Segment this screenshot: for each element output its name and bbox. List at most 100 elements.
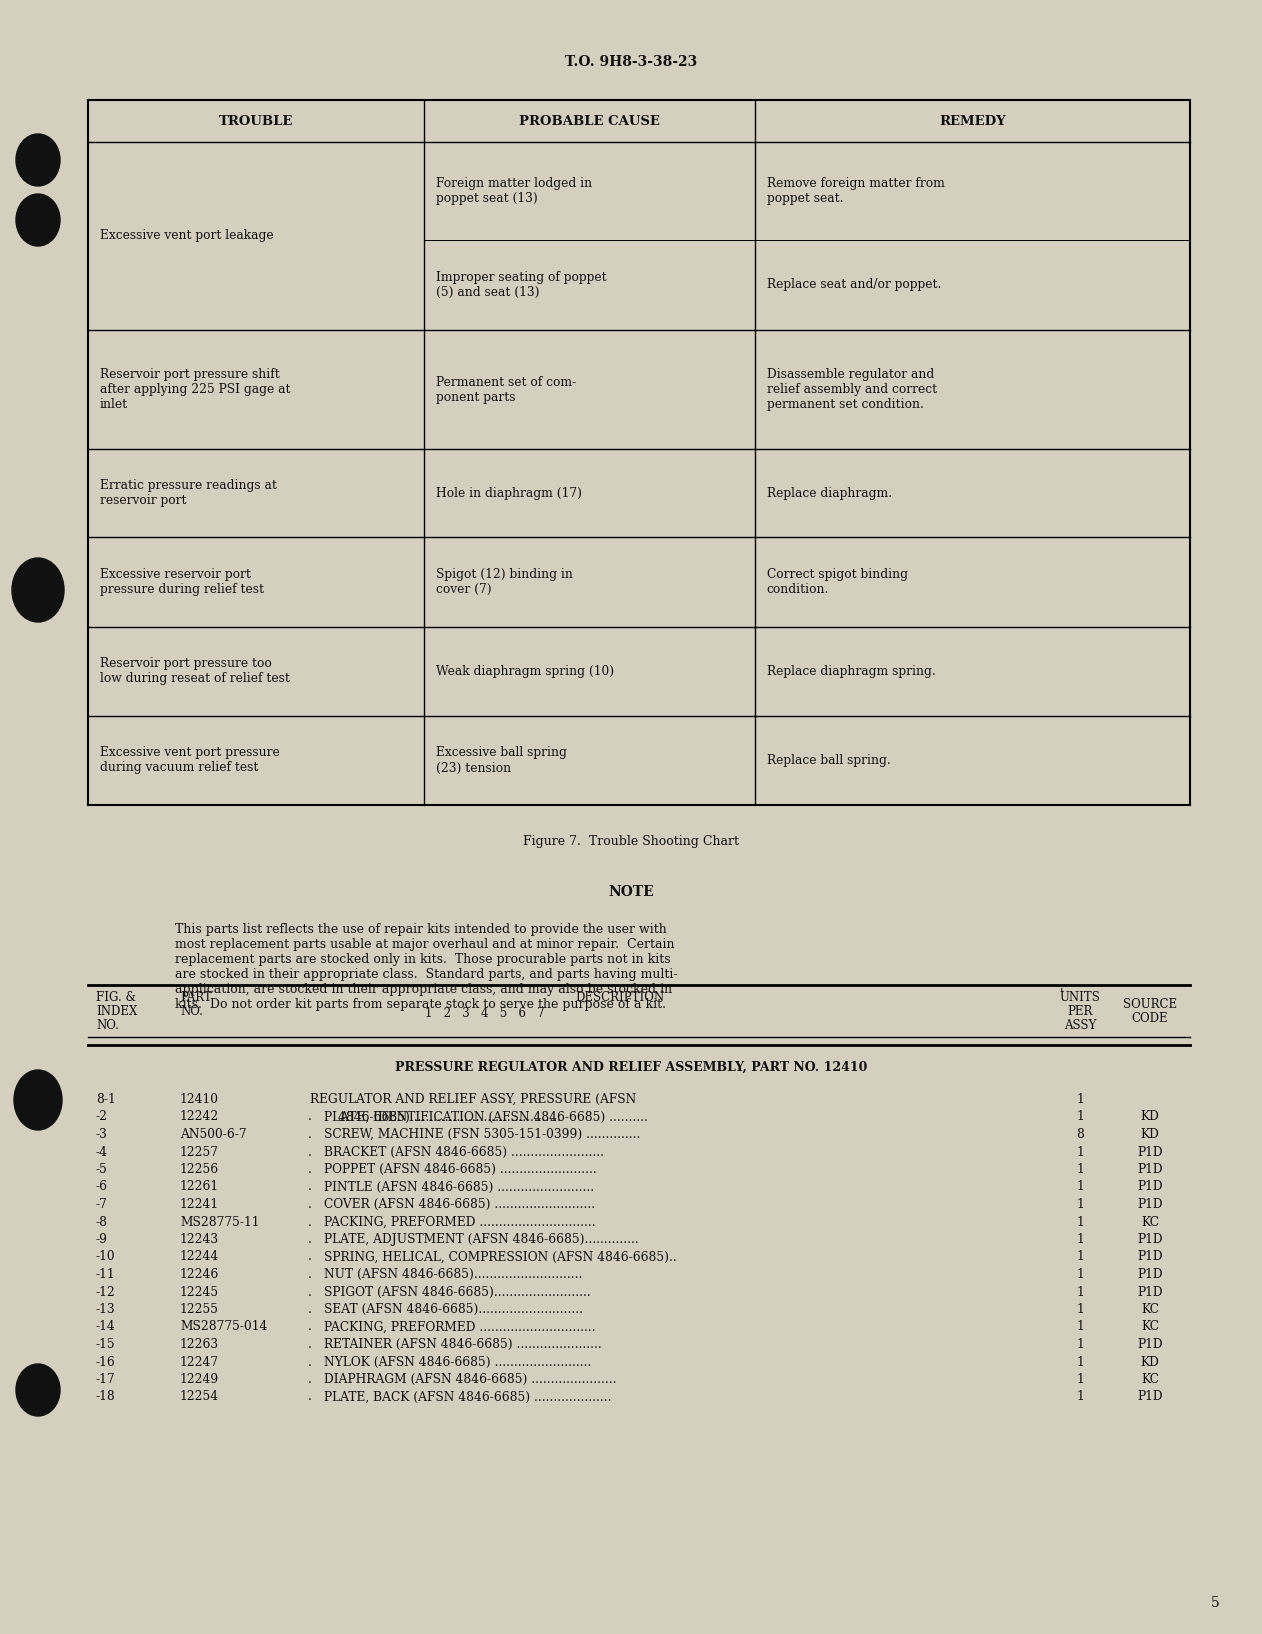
Text: 1: 1 (1076, 1320, 1084, 1333)
Text: KD: KD (1141, 1127, 1160, 1141)
Text: .: . (308, 1180, 312, 1193)
Text: ': ' (1060, 989, 1064, 1002)
Text: KC: KC (1141, 1373, 1159, 1386)
Text: NO.: NO. (180, 1005, 203, 1018)
Text: Excessive vent port pressure
during vacuum relief test: Excessive vent port pressure during vacu… (100, 747, 280, 775)
Text: .: . (308, 1373, 312, 1386)
Text: NOTE: NOTE (608, 886, 654, 899)
Text: MS28775-11: MS28775-11 (180, 1216, 260, 1229)
Text: 12261: 12261 (180, 1180, 220, 1193)
Text: MS28775-014: MS28775-014 (180, 1320, 268, 1333)
Text: Reservoir port pressure too
low during reseat of relief test: Reservoir port pressure too low during r… (100, 657, 290, 685)
Text: 12410: 12410 (180, 1093, 220, 1106)
Text: 12247: 12247 (180, 1356, 220, 1369)
Text: -11: -11 (96, 1268, 116, 1281)
Text: .: . (308, 1216, 312, 1229)
Text: .: . (308, 1198, 312, 1211)
Text: 12245: 12245 (180, 1286, 220, 1299)
Text: ASSY: ASSY (1064, 1020, 1097, 1033)
Text: Weak diaphragm spring (10): Weak diaphragm spring (10) (437, 665, 615, 678)
Text: .: . (308, 1111, 312, 1124)
Text: -13: -13 (96, 1302, 116, 1315)
Text: .: . (308, 1338, 312, 1351)
Text: PROBABLE CAUSE: PROBABLE CAUSE (519, 114, 660, 127)
Text: P1D: P1D (1137, 1163, 1162, 1176)
Text: 1: 1 (1076, 1234, 1084, 1247)
Text: REMEDY: REMEDY (939, 114, 1006, 127)
Text: PRESSURE REGULATOR AND RELIEF ASSEMBLY, PART NO. 12410: PRESSURE REGULATOR AND RELIEF ASSEMBLY, … (395, 1060, 867, 1074)
Text: SEAT (AFSN 4846-6685)...........................: SEAT (AFSN 4846-6685)...................… (324, 1302, 583, 1315)
Text: KC: KC (1141, 1320, 1159, 1333)
Text: POPPET (AFSN 4846-6685) .........................: POPPET (AFSN 4846-6685) ................… (324, 1163, 597, 1176)
Text: Spigot (12) binding in
cover (7): Spigot (12) binding in cover (7) (437, 569, 573, 596)
Text: 12263: 12263 (180, 1338, 220, 1351)
Text: Permanent set of com-
ponent parts: Permanent set of com- ponent parts (437, 376, 577, 404)
Text: 1: 1 (1076, 1356, 1084, 1369)
Text: 1: 1 (1076, 1391, 1084, 1404)
Text: T.O. 9H8-3-38-23: T.O. 9H8-3-38-23 (565, 56, 697, 69)
Text: PART: PART (180, 990, 212, 1003)
Text: 8-1: 8-1 (96, 1093, 116, 1106)
Text: -10: -10 (96, 1250, 116, 1263)
Text: -17: -17 (96, 1373, 116, 1386)
Text: 1: 1 (1076, 1198, 1084, 1211)
Text: -2: -2 (96, 1111, 109, 1124)
Text: COVER (AFSN 4846-6685) ..........................: COVER (AFSN 4846-6685) .................… (324, 1198, 596, 1211)
Text: Figure 7.  Trouble Shooting Chart: Figure 7. Trouble Shooting Chart (522, 835, 740, 848)
Text: Replace ball spring.: Replace ball spring. (767, 753, 891, 766)
Text: KC: KC (1141, 1302, 1159, 1315)
Ellipse shape (16, 194, 61, 247)
Text: Excessive vent port leakage: Excessive vent port leakage (100, 229, 274, 242)
Text: P1D: P1D (1137, 1391, 1162, 1404)
Text: FIG. &: FIG. & (96, 990, 136, 1003)
Text: Disassemble regulator and
relief assembly and correct
permanent set condition.: Disassemble regulator and relief assembl… (767, 368, 936, 412)
Text: -7: -7 (96, 1198, 107, 1211)
Text: TROUBLE: TROUBLE (218, 114, 293, 127)
Text: SPIGOT (AFSN 4846-6685).........................: SPIGOT (AFSN 4846-6685).................… (324, 1286, 591, 1299)
Text: PACKING, PREFORMED ..............................: PACKING, PREFORMED .....................… (324, 1216, 596, 1229)
Text: SPRING, HELICAL, COMPRESSION (AFSN 4846-6685)..: SPRING, HELICAL, COMPRESSION (AFSN 4846-… (324, 1250, 676, 1263)
Text: -15: -15 (96, 1338, 116, 1351)
Text: -3: -3 (96, 1127, 107, 1141)
Ellipse shape (13, 557, 64, 623)
Text: 12256: 12256 (180, 1163, 220, 1176)
Text: 1: 1 (1076, 1216, 1084, 1229)
Text: KD: KD (1141, 1356, 1160, 1369)
Text: 12241: 12241 (180, 1198, 220, 1211)
Text: P1D: P1D (1137, 1145, 1162, 1159)
Text: KD: KD (1141, 1111, 1160, 1124)
Text: RETAINER (AFSN 4846-6685) ......................: RETAINER (AFSN 4846-6685) ..............… (324, 1338, 602, 1351)
Text: .: . (308, 1234, 312, 1247)
Text: .: . (308, 1163, 312, 1176)
Text: BRACKET (AFSN 4846-6685) ........................: BRACKET (AFSN 4846-6685) ...............… (324, 1145, 604, 1159)
Text: Remove foreign matter from
poppet seat.: Remove foreign matter from poppet seat. (767, 176, 944, 204)
Text: -4: -4 (96, 1145, 109, 1159)
Text: 1: 1 (1076, 1338, 1084, 1351)
Text: P1D: P1D (1137, 1286, 1162, 1299)
Text: 12243: 12243 (180, 1234, 220, 1247)
Text: .: . (308, 1391, 312, 1404)
Text: 1: 1 (1076, 1093, 1084, 1106)
Text: P1D: P1D (1137, 1234, 1162, 1247)
Text: DIAPHRAGM (AFSN 4846-6685) ......................: DIAPHRAGM (AFSN 4846-6685) .............… (324, 1373, 617, 1386)
Ellipse shape (14, 1070, 62, 1131)
Text: Improper seating of poppet
(5) and seat (13): Improper seating of poppet (5) and seat … (437, 271, 607, 299)
Text: .: . (308, 1145, 312, 1159)
Text: 12249: 12249 (180, 1373, 220, 1386)
Text: Excessive reservoir port
pressure during relief test: Excessive reservoir port pressure during… (100, 569, 264, 596)
Text: 1: 1 (1076, 1180, 1084, 1193)
Text: Replace diaphragm spring.: Replace diaphragm spring. (767, 665, 935, 678)
Text: Reservoir port pressure shift
after applying 225 PSI gage at
inlet: Reservoir port pressure shift after appl… (100, 368, 290, 412)
Text: .: . (308, 1302, 312, 1315)
Text: CODE: CODE (1132, 1011, 1169, 1025)
Text: 1: 1 (1076, 1163, 1084, 1176)
Text: Replace seat and/or poppet.: Replace seat and/or poppet. (767, 278, 941, 291)
Text: -16: -16 (96, 1356, 116, 1369)
Text: Hole in diaphragm (17): Hole in diaphragm (17) (437, 487, 582, 500)
Text: .: . (308, 1356, 312, 1369)
Text: UNITS: UNITS (1060, 990, 1100, 1003)
Text: This parts list reflects the use of repair kits intended to provide the user wit: This parts list reflects the use of repa… (175, 923, 678, 1011)
Text: SCREW, MACHINE (FSN 5305-151-0399) ..............: SCREW, MACHINE (FSN 5305-151-0399) .....… (324, 1127, 640, 1141)
Text: -5: -5 (96, 1163, 107, 1176)
Text: DESCRIPTION: DESCRIPTION (575, 990, 665, 1003)
